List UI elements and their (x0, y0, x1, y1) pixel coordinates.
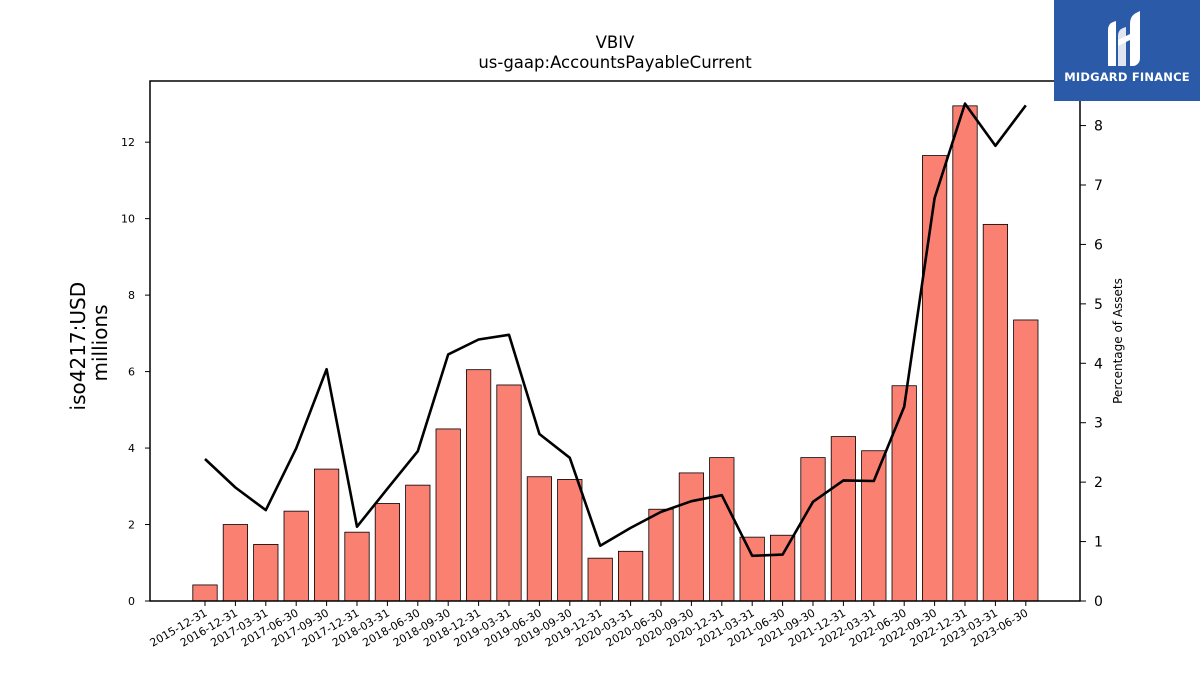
right-tick-label: 6 (1094, 237, 1103, 253)
left-tick-label: 10 (121, 213, 135, 226)
line-series (204, 102, 1027, 558)
bar-2022-12-31 (952, 105, 978, 602)
bar-2022-06-30 (891, 385, 917, 602)
bar-2018-03-31 (374, 503, 401, 602)
bar-2021-03-31 (739, 536, 765, 602)
bar-2021-12-31 (830, 436, 857, 602)
left-tick-label: 6 (128, 366, 135, 379)
y-axis-label-right: Percentage of Assets (1111, 278, 1125, 404)
left-tick-label: 4 (128, 442, 135, 455)
left-tick-label: 8 (128, 289, 135, 302)
bar-2017-03-31 (253, 544, 279, 602)
bar-2019-09-30 (557, 479, 583, 602)
chart-title: VBIV (596, 33, 635, 52)
right-tick-label: 3 (1094, 416, 1103, 432)
y-axis-label-left: iso4217:USD millions (66, 276, 112, 411)
bar-2020-09-30 (678, 472, 705, 602)
bar-2016-12-31 (222, 524, 248, 602)
bar-2017-12-31 (344, 531, 370, 602)
midgard-finance-logo: MIDGARD FINANCE (1054, 0, 1200, 101)
left-tick-label: 12 (121, 136, 135, 149)
bar-2023-06-30 (1013, 319, 1039, 602)
bar-2021-06-30 (770, 534, 796, 602)
bar-2019-12-31 (587, 557, 613, 602)
bar-2017-09-30 (313, 468, 340, 602)
bar-2020-03-31 (618, 550, 644, 602)
bar-2017-06-30 (283, 510, 309, 602)
midgard-logo-icon (1108, 11, 1140, 66)
logo-text: MIDGARD FINANCE (1064, 70, 1190, 84)
right-tick-label: 1 (1094, 535, 1103, 551)
bar-2018-12-31 (465, 369, 492, 602)
bar-2018-06-30 (405, 484, 431, 602)
bar-2021-09-30 (800, 457, 826, 602)
bar-2023-03-31 (982, 223, 1009, 602)
bar-2015-12-31 (192, 584, 218, 602)
bar-2020-12-31 (709, 457, 735, 602)
left-axis: 0 2 4 6 8 10 12 (121, 136, 150, 608)
bar-2022-09-30 (922, 155, 948, 602)
bar-2022-03-31 (861, 450, 887, 602)
left-tick-label: 2 (128, 519, 135, 532)
bar-2020-06-30 (648, 508, 674, 602)
x-axis: 2015-12-312016-12-312017-03-312017-06-30… (148, 601, 1030, 650)
right-tick-label: 5 (1094, 297, 1103, 313)
plot-frame (149, 80, 1081, 602)
percentage-line (204, 102, 1027, 558)
bar-series (192, 105, 1039, 602)
bar-2019-06-30 (526, 476, 553, 602)
right-tick-label: 0 (1094, 594, 1103, 610)
right-axis: 0 1 2 3 4 5 6 7 8 (1080, 119, 1103, 610)
right-tick-label: 2 (1094, 475, 1103, 491)
left-tick-label: 0 (128, 595, 135, 608)
right-tick-label: 4 (1094, 356, 1103, 372)
right-tick-label: 8 (1094, 119, 1103, 135)
right-tick-label: 7 (1094, 178, 1103, 194)
chart-subtitle: us-gaap:AccountsPayableCurrent (478, 53, 752, 72)
bar-2018-09-30 (435, 428, 461, 602)
bar-2019-03-31 (496, 384, 522, 602)
